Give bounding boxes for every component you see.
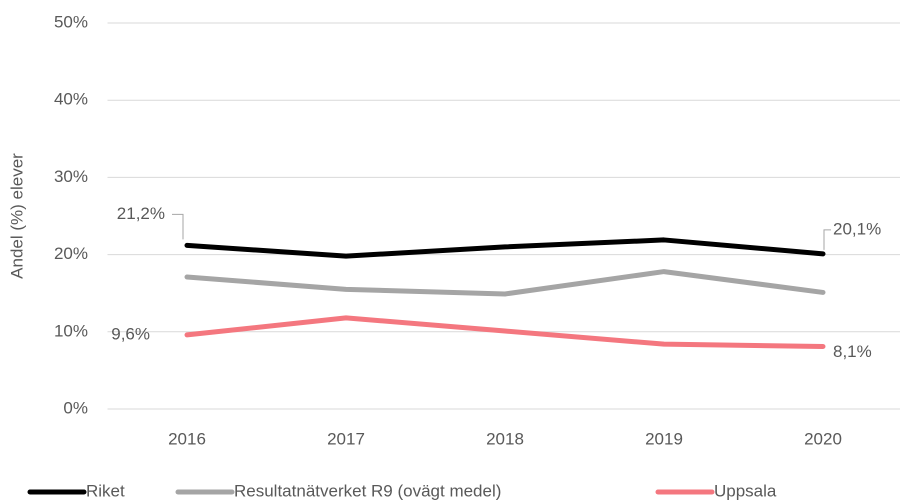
y-tick-label: 10% [54,321,88,340]
data-label: 20,1% [833,219,881,238]
series-line [184,269,826,297]
y-tick-label: 40% [54,90,88,109]
leader-line [823,229,831,250]
data-label: 8,1% [833,342,872,361]
data-label: 9,6% [111,324,150,343]
x-tick-label: 2020 [804,429,842,448]
leader-line [172,213,184,240]
series-line [184,315,826,349]
series-line [184,237,826,259]
data-label: 21,2% [117,204,165,223]
legend-label: Uppsala [714,481,777,500]
x-tick-label: 2016 [168,429,206,448]
y-axis-label: Andel (%) elever [7,153,26,279]
legend-label: Riket [86,481,125,500]
legend-label: Resultatnätverket R9 (ovägt medel) [234,481,501,500]
x-tick-label: 2019 [645,429,683,448]
x-tick-label: 2018 [486,429,524,448]
x-tick-label: 2017 [327,429,365,448]
y-tick-label: 50% [54,12,88,31]
y-tick-label: 0% [63,398,88,417]
y-tick-label: 20% [54,244,88,263]
y-tick-label: 30% [54,167,88,186]
